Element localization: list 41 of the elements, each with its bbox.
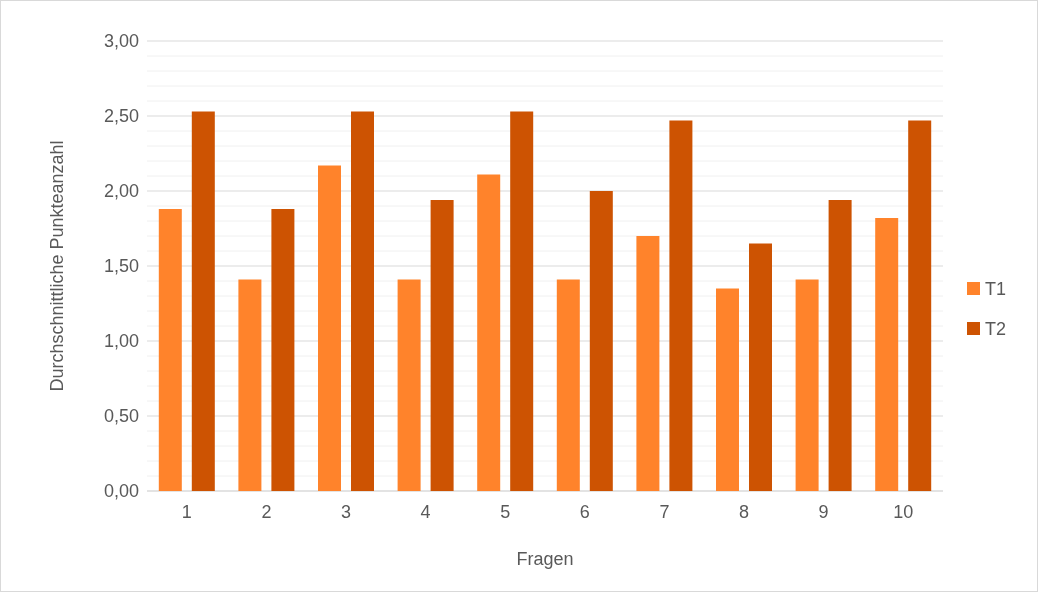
bar: [636, 236, 660, 491]
x-tick-label: 7: [659, 502, 670, 522]
x-tick-label: 5: [500, 502, 511, 522]
bar: [191, 111, 215, 491]
bar: [589, 191, 613, 491]
legend-label: T2: [985, 319, 1007, 340]
bar: [158, 209, 182, 491]
bar: [749, 243, 772, 491]
bar: [271, 209, 295, 491]
y-axis-title: Durchschnittliche Punkteanzahl: [47, 140, 67, 392]
y-tick-label: 2,50: [103, 106, 139, 127]
bar: [556, 279, 580, 491]
bar: [908, 120, 932, 491]
bar: [669, 120, 693, 491]
x-tick-label: 6: [579, 502, 590, 522]
bar: [716, 288, 739, 491]
bar: [875, 218, 899, 491]
bar: [477, 174, 501, 491]
y-tick-label: 3,00: [103, 31, 139, 52]
y-tick-label: 0,00: [103, 481, 139, 502]
legend-label: T1: [985, 279, 1007, 300]
x-tick-label: 2: [261, 502, 272, 522]
y-tick-label: 1,50: [103, 256, 139, 277]
bar: [828, 200, 852, 491]
bar: [510, 111, 534, 491]
x-tick-label: 9: [818, 502, 829, 522]
bar: [238, 279, 262, 491]
x-axis-title: Fragen: [516, 549, 574, 569]
y-tick-label: 1,00: [103, 331, 139, 352]
x-tick-label: 4: [420, 502, 431, 522]
x-tick-label: 1: [181, 502, 192, 522]
bar: [430, 200, 454, 491]
bar: [351, 111, 374, 491]
x-tick-label: 3: [340, 502, 352, 522]
bar: [318, 165, 341, 491]
y-tick-label: 0,50: [103, 406, 139, 427]
bar: [795, 279, 819, 491]
x-tick-label: 8: [738, 502, 750, 522]
x-tick-label: 10: [893, 502, 914, 522]
bar: [397, 279, 421, 491]
y-tick-label: 2,00: [103, 181, 139, 202]
